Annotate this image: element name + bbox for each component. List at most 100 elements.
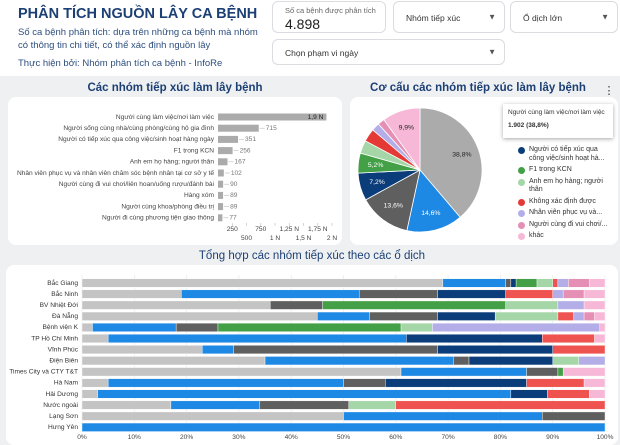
bar-segment: [181, 289, 360, 299]
legend-swatch: [518, 221, 525, 229]
filter-label: Nhóm tiếp xúc: [406, 13, 461, 23]
bar-segment: [542, 334, 595, 343]
legend-item[interactable]: Không xác định được: [518, 198, 614, 207]
value-label: 1,9 N: [308, 114, 324, 121]
legend-swatch: [518, 233, 525, 240]
legend-label: Nhân viên phục vụ và...: [529, 209, 603, 216]
x-tick-label: 750: [255, 226, 266, 233]
author: Thực hiện bởi: Nhóm phân tích ca bệnh - …: [18, 58, 223, 69]
scorecard: Số ca bệnh được phân tích 4.898: [272, 1, 386, 33]
description: Số ca bệnh phân tích: dựa trên những ca …: [18, 27, 258, 51]
bar-segment: [270, 300, 323, 310]
legend-item[interactable]: khác: [518, 232, 614, 241]
dropdown-arrow: ▼: [488, 47, 496, 57]
bar-segment: [400, 322, 433, 332]
y-tick-label: BV Nhiệt Đới: [40, 302, 79, 309]
bar-segment: [437, 311, 496, 321]
bar-segment: [557, 367, 564, 377]
bar-segment: [442, 278, 506, 288]
scorecard-label: Số ca bệnh được phân tích: [285, 6, 376, 15]
bar-segment: [468, 356, 553, 366]
bar-segment: [170, 400, 261, 410]
x-tick-label: 1,75 N: [308, 226, 328, 233]
tooltip: Người cùng làm việc/nơi làm việc 1.902 (…: [503, 104, 613, 138]
bar-segment: [542, 411, 606, 421]
bar-segment: [400, 367, 527, 377]
bar-segment: [81, 367, 402, 377]
bar-segment: [437, 345, 553, 355]
bar-panel: [8, 97, 342, 245]
bar: [218, 191, 224, 199]
legend-item[interactable]: Người cùng đi vui chơi/...: [518, 221, 614, 230]
page-title: PHÂN TÍCH NGUỒN LÂY CA BỆNH: [18, 6, 258, 22]
date-range-picker[interactable]: Chọn phạm vi ngày ▼: [272, 39, 505, 65]
filter-label: Chọn phạm vi ngày: [285, 48, 359, 58]
x-tick-label: 500: [241, 235, 252, 242]
bar-segment: [526, 367, 559, 377]
x-tick-label: 50%: [337, 434, 350, 441]
bar-segment: [573, 311, 585, 321]
value-label: 77: [229, 215, 237, 222]
y-tick-label: Hưng Yên: [48, 424, 78, 431]
bar-segment: [589, 389, 606, 399]
bar-segment: [358, 289, 438, 299]
x-tick-label: 2 N: [327, 235, 337, 242]
menu-icon[interactable]: ⋮: [604, 85, 615, 97]
bar: [218, 113, 327, 121]
dropdown-arrow: ▼: [488, 12, 496, 22]
bar-segment: [264, 356, 454, 366]
chart-title: Các nhóm tiếp xúc làm lây bệnh: [87, 82, 262, 94]
bar-segment: [552, 289, 564, 299]
filter-dropdown[interactable]: Ổ dịch lớn ▼: [510, 1, 618, 33]
legend-swatch: [518, 210, 525, 217]
bar-segment: [583, 289, 606, 299]
y-tick-label: Hàng xóm: [184, 192, 215, 199]
bar: [218, 124, 259, 132]
bar-segment: [557, 311, 574, 321]
pie-slice: [365, 169, 421, 232]
bar-segment: [510, 389, 548, 399]
legend-item[interactable]: F1 trong KCN: [518, 166, 614, 175]
legend-swatch: [518, 178, 525, 186]
legend-label: Người có tiếp xúc qua công việc/sinh hoạ…: [529, 146, 605, 162]
bar-segment: [562, 289, 585, 299]
y-tick-label: Nước ngoài: [43, 402, 78, 409]
x-tick-label: 40%: [285, 434, 298, 441]
y-tick-label: Điện Biên: [49, 357, 78, 364]
chart-title: Cơ cấu các nhóm tiếp xúc làm lây bệnh: [370, 82, 586, 94]
bar: [218, 158, 228, 166]
bar-segment: [505, 300, 559, 310]
bar-segment: [510, 278, 517, 288]
y-tick-label: Người cùng làm việc/nơi làm việc: [116, 114, 215, 121]
y-tick-label: Bắc Giang: [47, 278, 78, 287]
bar-segment: [505, 289, 553, 299]
slice-label: 14,6%: [421, 210, 440, 217]
legend-swatch: [518, 147, 525, 154]
bar-segment: [557, 278, 569, 288]
y-tick-label: TP Hồ Chí Minh: [31, 333, 78, 342]
bar: [218, 147, 233, 155]
bar-segment: [562, 367, 606, 377]
bar-segment: [432, 322, 600, 332]
y-tick-label: Times City và CTY T&T: [9, 369, 78, 376]
bar-segment: [583, 300, 606, 310]
legend-swatch: [518, 198, 525, 206]
bar-segment: [552, 345, 606, 355]
pie-slice: [406, 169, 461, 233]
bar-segment: [81, 289, 182, 299]
x-tick-label: 80%: [494, 434, 507, 441]
bar-segment: [322, 300, 506, 310]
bar: [218, 169, 224, 177]
x-tick-label: 10%: [128, 434, 141, 441]
legend-item[interactable]: Anh em họ hàng; người thân: [518, 178, 614, 195]
legend-label: F1 trong KCN: [529, 166, 572, 173]
slice-label: 9,9%: [399, 124, 415, 131]
legend-item[interactable]: Người có tiếp xúc qua công việc/sinh hoạ…: [518, 146, 614, 163]
slice-label: 13,6%: [384, 203, 403, 210]
legend-item[interactable]: Nhân viên phục vụ và...: [518, 209, 614, 218]
bar-segment: [343, 411, 543, 421]
value-label: 89: [230, 192, 238, 199]
bar-segment: [552, 356, 580, 366]
filter-dropdown[interactable]: Nhóm tiếp xúc ▼: [393, 1, 505, 33]
bar-segment: [589, 278, 606, 288]
